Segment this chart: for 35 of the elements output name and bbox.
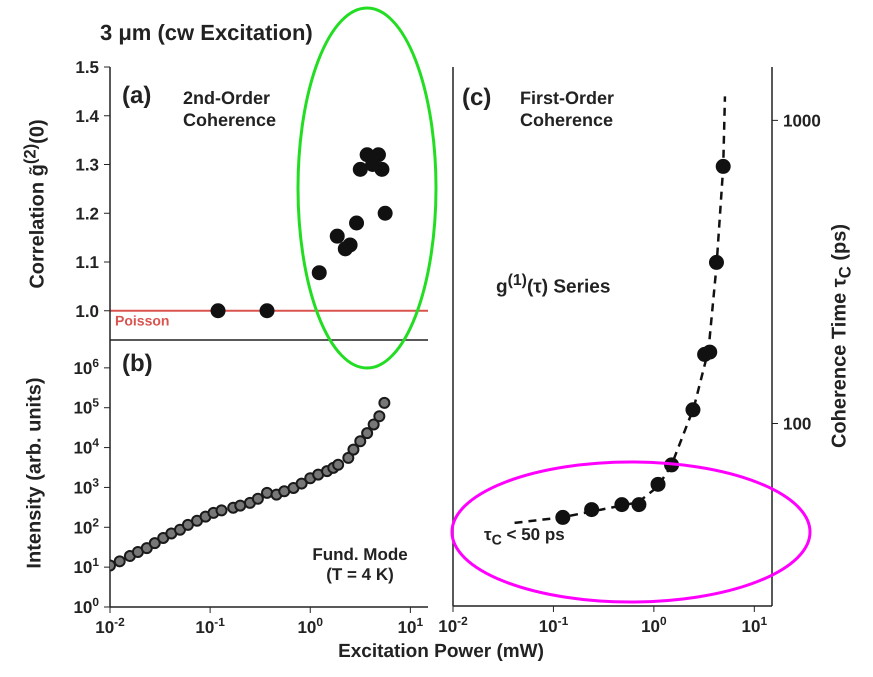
y-tick-label: 1000 [783, 111, 821, 130]
annotation: Fund. Mode (T = 4 K) [311, 545, 409, 586]
annotation: (b) [122, 350, 154, 379]
x-tick-label: 10$^{0}$ [641, 614, 668, 636]
y-tick-label: 1.0 [75, 302, 99, 321]
x-tick-label: 10$^{-1}$ [195, 615, 226, 637]
annotation: 2nd-Order Coherence [183, 88, 278, 132]
annotation: τ$_{C}$ < 50 ps [484, 525, 566, 550]
y-tick-label: 10$^{1}$ [73, 555, 100, 578]
y-tick-label: 10$^{0}$ [73, 595, 100, 617]
y-tick-label: 1.1 [75, 253, 99, 272]
y-tick-label: 1.4 [75, 106, 100, 126]
y-tick-label: 100 [783, 414, 812, 434]
annotation: (c) [462, 84, 492, 113]
x-tick-label: 10$^{-1}$ [538, 614, 569, 636]
y-tick-label: 10$^{2}$ [73, 515, 100, 538]
y-tick-label: 10$^{3}$ [73, 475, 100, 498]
y-tick-label: 1.3 [75, 156, 99, 174]
ref-line-label: Poisson [115, 312, 170, 329]
x-tick-label: 10$^{-2}$ [95, 615, 126, 637]
y-tick-label: 10$^{5}$ [73, 396, 100, 418]
x-axis-title: Excitation Power (mW) [338, 641, 544, 663]
chart-title: 3 μm (cw Excitation) [100, 20, 313, 46]
x-tick-label: 10$^{-2}$ [438, 614, 468, 636]
y-tick-label: 10$^{4}$ [73, 436, 100, 458]
y-tick-label: 10$^{6}$ [73, 356, 100, 378]
x-tick-label: 10$^{1}$ [742, 614, 768, 636]
annotation: g$^{(1)}$(τ) Series [496, 272, 612, 300]
x-tick-label: 10$^{0}$ [297, 615, 324, 637]
x-tick-label: 10$^{1}$ [398, 615, 424, 637]
y-axis-title: Intensity (arb. units) [24, 377, 46, 569]
y-tick-label: 1.5 [75, 58, 99, 77]
annotation: First-Order Coherence [520, 88, 616, 132]
annotation: (a) [122, 82, 152, 111]
y-tick-label: 1.2 [75, 204, 99, 224]
